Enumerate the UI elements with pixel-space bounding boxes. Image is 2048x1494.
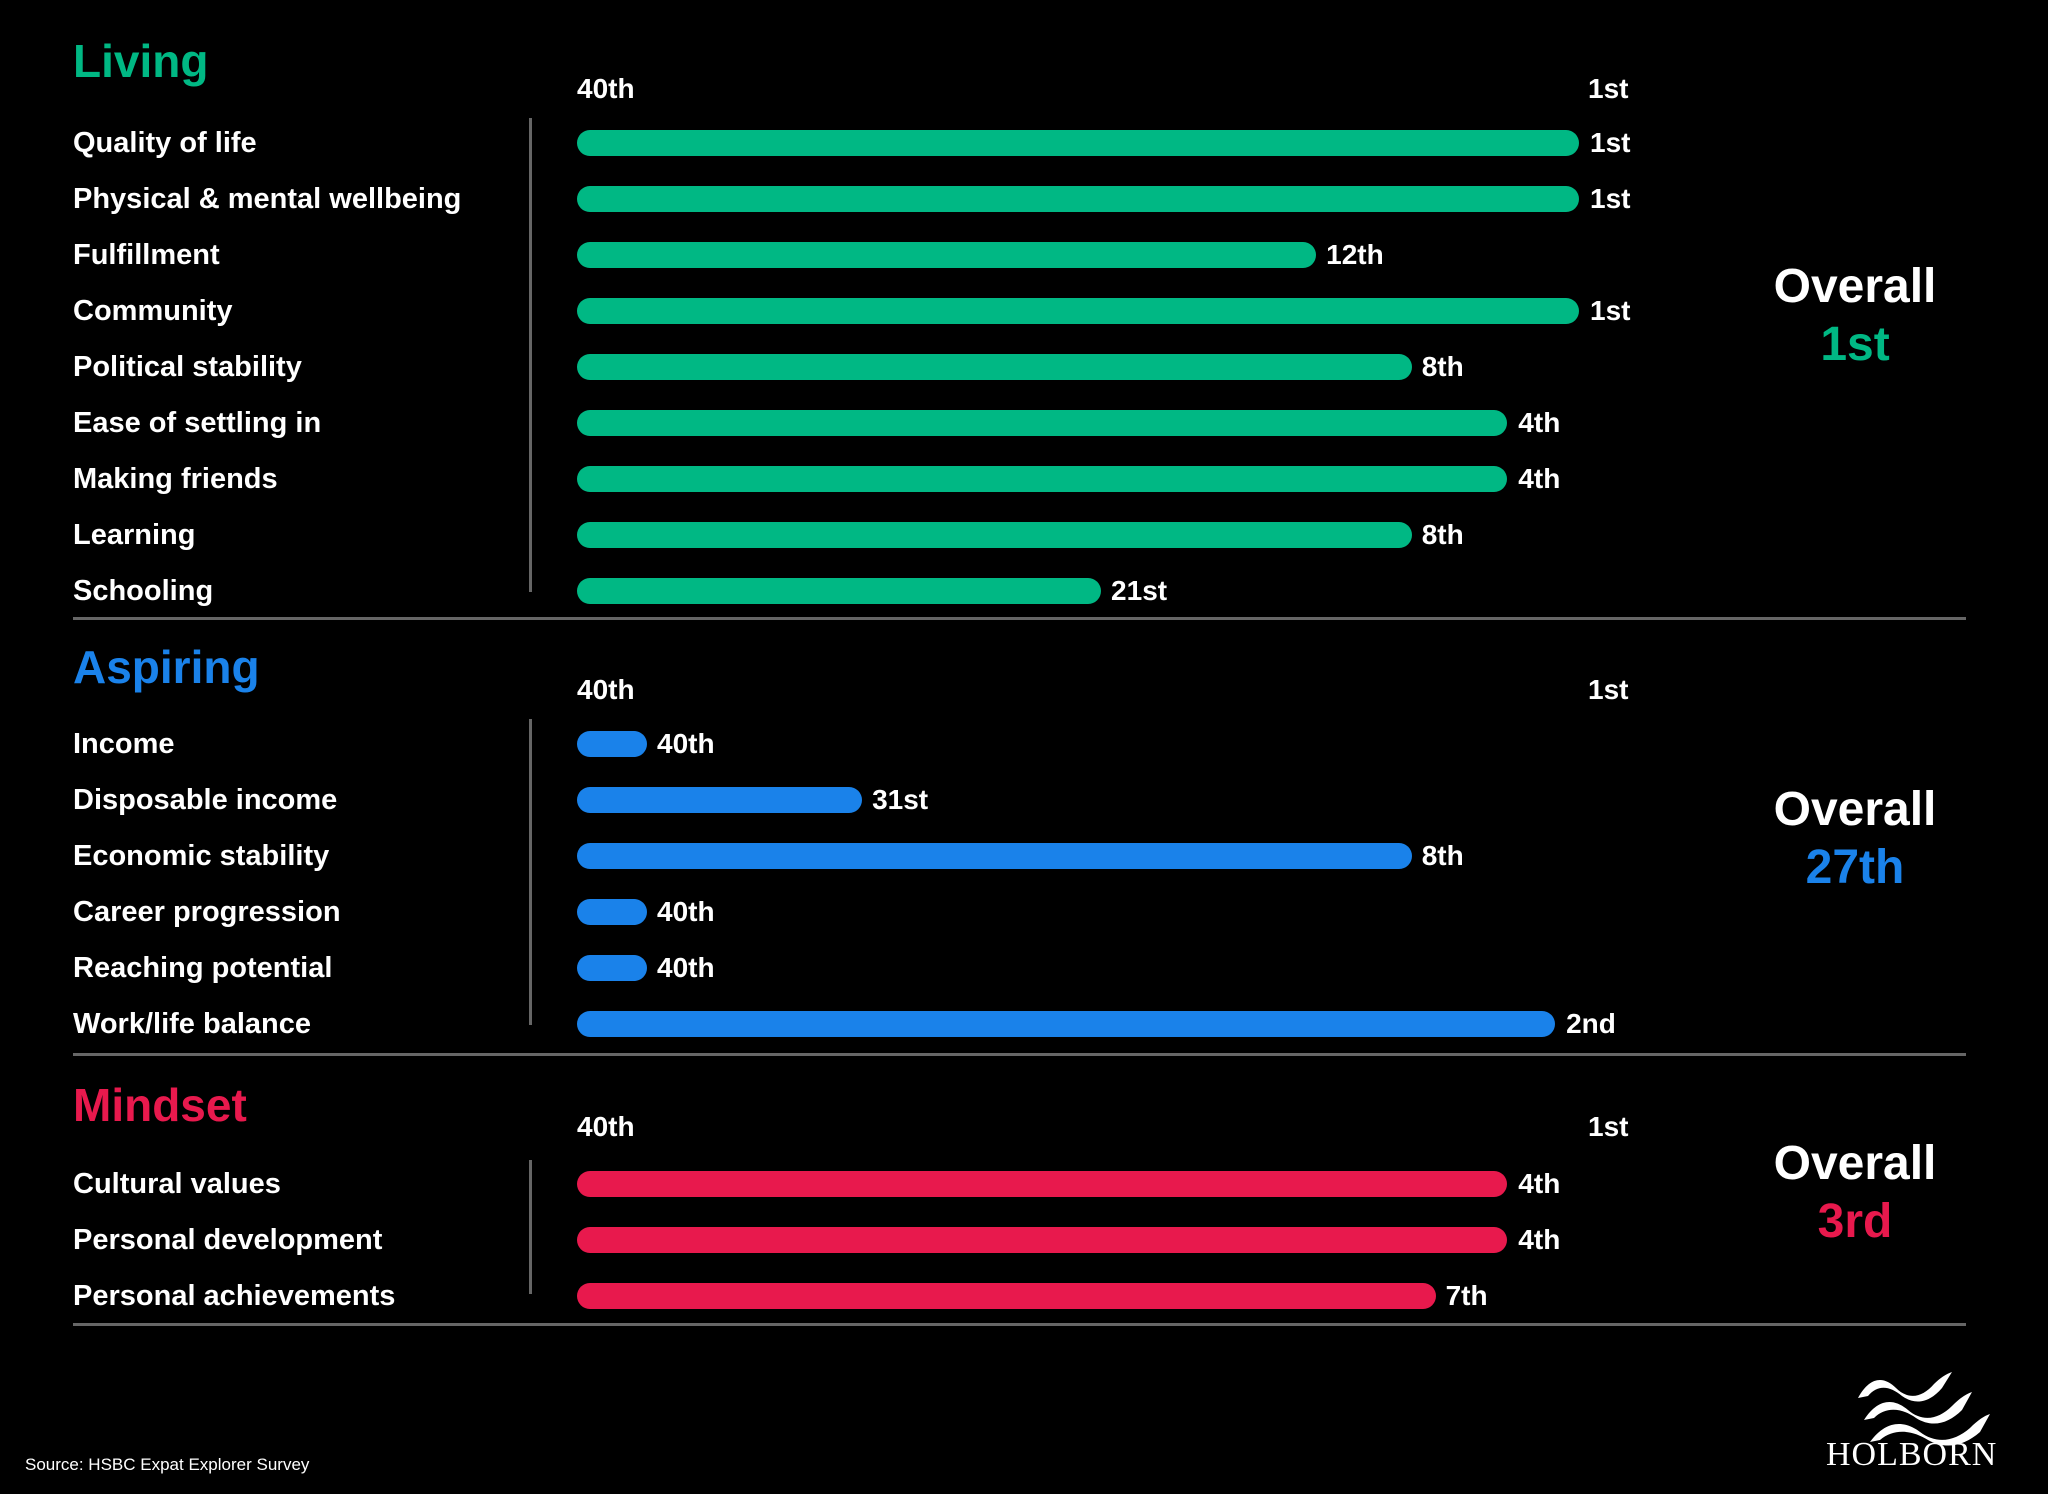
living-bar [577,522,1412,548]
aspiring-bar-value-label: 31st [872,784,929,815]
aspiring-bar-value-label: 40th [657,952,715,983]
living-bar [577,466,1508,492]
aspiring-row-label: Work/life balance [73,1008,311,1040]
mindset-bar-value-label: 4th [1518,1168,1561,1199]
aspiring-row-label: Income [73,728,175,760]
aspiring-row-label: Economic stability [73,840,330,872]
living-section-divider [73,617,1966,620]
mindset-axis-end-label: 1st [1588,1111,1629,1142]
living-row-label: Quality of life [73,127,257,159]
aspiring-section-divider [73,1053,1966,1056]
living-bar [577,354,1412,380]
aspiring-row-label: Career progression [73,896,341,928]
mindset-bar-value-label: 4th [1518,1224,1561,1255]
living-overall-value: 1st [1820,318,1890,371]
living-row-label: Political stability [73,351,302,383]
living-axis-line [529,118,532,592]
living-bar [577,578,1102,604]
living-bar-value-label: 1st [1590,127,1631,158]
living-bar [577,410,1508,436]
mindset-overall-block: Overall 3rd [1725,1140,1985,1246]
mindset-bar [577,1171,1508,1197]
living-row-label: Learning [73,519,196,551]
aspiring-section-title: Aspiring [73,641,260,693]
aspiring-bar [577,787,863,813]
aspiring-row-label: Disposable income [73,784,338,816]
living-row-label: Physical & mental wellbeing [73,183,462,215]
living-overall-block: Overall 1st [1725,263,1985,369]
mindset-overall-label: Overall [1773,1137,1937,1190]
living-axis-start-label: 40th [577,73,635,104]
aspiring-axis-start-label: 40th [577,674,635,705]
aspiring-bar [577,843,1412,869]
living-bar [577,242,1317,268]
mindset-axis-line [529,1160,532,1294]
holborn-logo-text: HOLBORN [1826,1436,1998,1473]
aspiring-overall-block: Overall 27th [1725,786,1985,892]
aspiring-bar [577,1011,1556,1037]
living-bar-value-label: 1st [1590,183,1631,214]
living-bar [577,298,1579,324]
living-row-label: Fulfillment [73,239,220,271]
aspiring-overall-label: Overall [1773,783,1937,836]
aspiring-bar [577,899,647,925]
aspiring-bar-value-label: 2nd [1566,1008,1616,1039]
living-section-title: Living [73,35,209,87]
living-bar-value-label: 1st [1590,295,1631,326]
aspiring-bar-value-label: 40th [657,728,715,759]
aspiring-axis-end-label: 1st [1588,674,1629,705]
living-bar-value-label: 12th [1326,239,1384,270]
living-bar [577,186,1579,212]
aspiring-bar [577,955,647,981]
living-row-label: Community [73,295,233,327]
mindset-bar [577,1227,1508,1253]
mindset-bar [577,1283,1436,1309]
mindset-section-divider [73,1323,1966,1326]
living-bar-value-label: 8th [1421,351,1464,382]
mindset-row-label: Cultural values [73,1168,281,1200]
waves-logo-icon [1858,1372,1990,1446]
living-bar [577,130,1579,156]
living-axis-end-label: 1st [1588,73,1629,104]
mindset-row-label: Personal development [73,1224,383,1256]
living-row-label: Ease of settling in [73,407,322,439]
living-bar-value-label: 4th [1518,463,1561,494]
aspiring-row-label: Reaching potential [73,952,333,984]
source-note: Source: HSBC Expat Explorer Survey [25,1455,310,1474]
aspiring-bar-value-label: 40th [657,896,715,927]
mindset-axis-start-label: 40th [577,1111,635,1142]
aspiring-overall-value: 27th [1805,841,1905,894]
aspiring-axis-line [529,719,532,1025]
living-row-label: Schooling [73,575,214,607]
aspiring-bar-value-label: 8th [1421,840,1464,871]
living-bar-value-label: 4th [1518,407,1561,438]
mindset-bar-value-label: 7th [1445,1280,1488,1311]
aspiring-bar [577,731,647,757]
living-bar-value-label: 8th [1421,519,1464,550]
mindset-row-label: Personal achievements [73,1280,396,1312]
living-overall-label: Overall [1773,260,1937,313]
living-bar-value-label: 21st [1111,575,1168,606]
mindset-section-title: Mindset [73,1079,247,1131]
mindset-overall-value: 3rd [1817,1195,1893,1248]
living-row-label: Making friends [73,463,278,495]
